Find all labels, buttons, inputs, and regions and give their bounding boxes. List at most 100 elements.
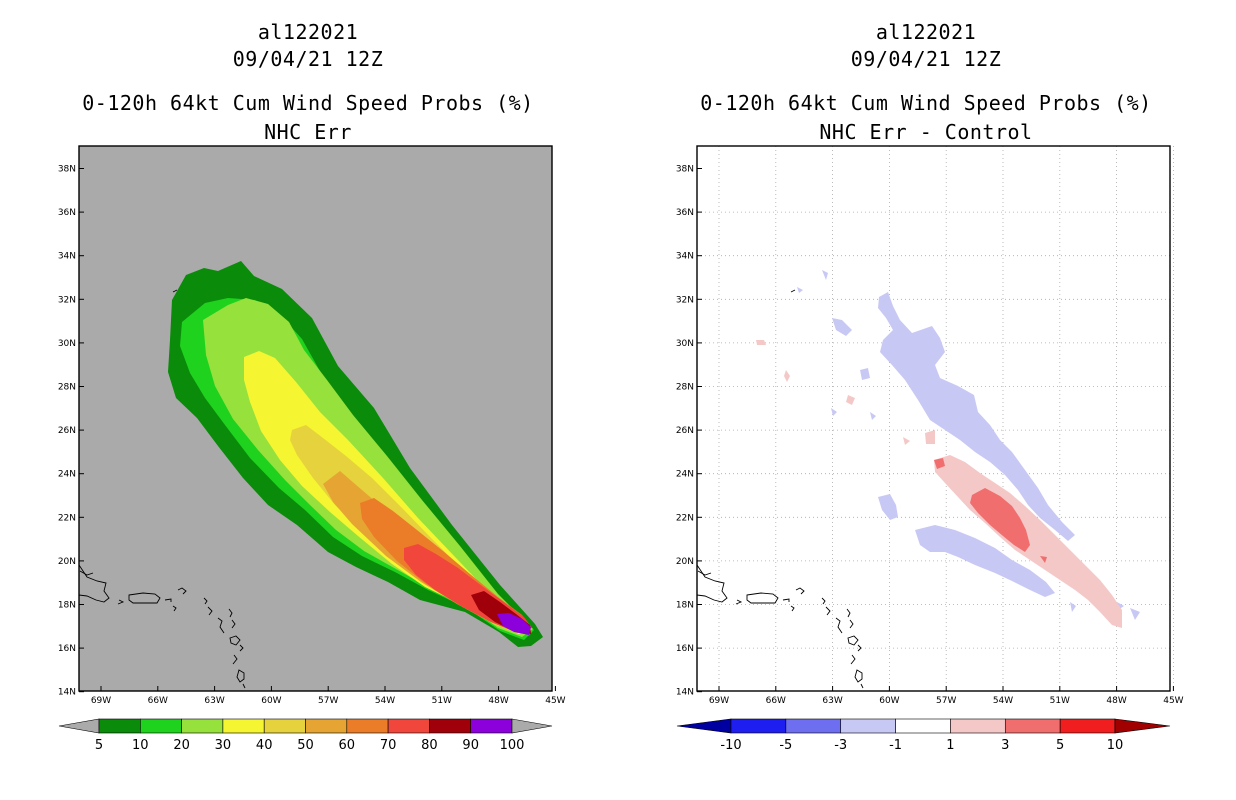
lat-label: 18N [676,601,694,611]
colorbar-label: 100 [500,738,525,753]
right-map: 38N36N34N32N30N28N26N24N22N20N18N16N14N … [676,145,1184,706]
lat-label: 16N [676,644,694,654]
lon-label: 51W [432,696,452,706]
right-product-title: 0-120h 64kt Cum Wind Speed Probs (%) [700,91,1152,115]
lat-label: 30N [676,339,694,349]
lon-label: 69W [91,696,111,706]
colorbar-box [429,718,471,734]
left-lat-axis: 38N 36N 34N 32N 30N 28N 26N 24N 22N 20N 18N 16N 14N [58,165,84,698]
lat-label: 34N [58,252,76,262]
colorbar-label: 5 [1056,738,1064,753]
left-product-title: 0-120h 64kt Cum Wind Speed Probs (%) [82,91,534,115]
right-datetime: 09/04/21 12Z [850,47,1002,71]
colorbar-box [181,718,224,734]
diff-pos-blob-5 [903,437,910,445]
lon-label: 51W [1050,696,1070,706]
diff-neg-band-north [878,292,1075,541]
colorbar-box [98,718,141,734]
colorbar-box [263,718,306,734]
colorbar-box [840,718,896,734]
colorbar-label: -5 [779,738,792,753]
left-datetime: 09/04/21 12Z [232,47,384,71]
lon-label: 60W [879,696,899,706]
left-panel: 38N36N34N32N30N28N26N24N22N20N18N16N14N … [58,145,566,753]
diff-neg-dot-8 [797,287,803,293]
lat-label: 30N [58,339,76,349]
lon-label: 69W [709,696,729,706]
lat-label: 14N [58,688,76,698]
right-colorbar: -10 -5 -3 -1 1 3 5 10 [676,718,1171,753]
diff-neg-dot-6 [1130,608,1140,620]
colorbar-label: 70 [380,738,397,753]
lon-label: 45W [1163,696,1183,706]
colorbar-label: -3 [834,738,847,753]
lon-label: 45W [545,696,565,706]
lat-label: 34N [676,252,694,262]
colorbar-box [346,718,389,734]
lon-label: 66W [766,696,786,706]
lon-label: 63W [822,696,842,706]
probability-field [168,261,543,647]
colorbar-label: 60 [339,738,356,753]
lon-label: 63W [204,696,224,706]
lat-label: 38N [676,165,694,175]
left-map: 38N36N34N32N30N28N26N24N22N20N18N16N14N … [58,145,566,706]
lat-label: 24N [58,470,76,480]
prob-contour-90 [497,613,531,635]
right-subtitle: NHC Err - Control [819,120,1033,144]
diff-neg-blob-nw [832,318,852,336]
diff-pos-blob-4 [846,395,855,405]
lon-label: 57W [936,696,956,706]
right-lon-axis: 69W 66W 63W 60W 57W 54W 51W 48W 45W [709,686,1184,706]
lat-label: 36N [676,208,694,218]
colorbar-box [305,718,348,734]
lat-label: 36N [58,208,76,218]
right-panel: 38N36N34N32N30N28N26N24N22N20N18N16N14N … [676,145,1184,753]
diff-pos-spot-n [934,458,945,469]
lat-label: 18N [58,601,76,611]
right-lat-axis: 38N 36N 34N 32N 30N 28N 26N 24N 22N 20N 18N 16N 14N [676,165,702,698]
lat-label: 32N [58,295,76,305]
lon-label: 66W [148,696,168,706]
diff-pos-core [970,488,1030,552]
lat-label: 28N [676,383,694,393]
left-colorbar-under-arrow [58,718,100,734]
right-map-frame [696,145,1171,692]
lon-label: 54W [993,696,1013,706]
lat-label: 14N [676,688,694,698]
lon-label: 60W [261,696,281,706]
right-coastlines [696,289,864,689]
lat-label: 26N [676,426,694,436]
colorbar-label: 10 [132,738,149,753]
colorbar-label: 30 [215,738,232,753]
colorbar-box [730,718,787,734]
left-colorbar: 5 10 20 30 40 50 60 70 80 90 100 [58,718,553,753]
prob-contour-30 [244,351,532,634]
lat-label: 22N [58,513,76,523]
colorbar-box [950,718,1006,734]
colorbar-box [1004,718,1061,734]
lon-label: 54W [375,696,395,706]
left-map-frame [78,145,553,692]
colorbar-box [387,718,430,734]
colorbar-box [470,718,513,734]
diff-pos-spot-s [1040,556,1047,563]
colorbar-label: 80 [421,738,438,753]
diff-neg-blob-w [878,494,898,520]
colorbar-box [140,718,182,734]
diff-neg-band-south [915,525,1055,597]
lon-label: 57W [318,696,338,706]
colorbar-box [222,718,265,734]
colorbar-label: 40 [256,738,273,753]
diff-neg-dot-7 [1070,602,1076,612]
colorbar-label: 20 [173,738,190,753]
colorbar-label: -10 [720,738,741,753]
colorbar-label: 50 [297,738,314,753]
diff-pos-blob-3 [784,370,790,382]
diff-pos-blob-2 [756,340,766,345]
left-coastlines [78,289,246,689]
diff-neg-dot-4 [870,412,876,420]
lat-label: 20N [58,557,76,567]
colorbar-box [785,718,842,734]
diff-neg-dot-2 [822,270,828,280]
